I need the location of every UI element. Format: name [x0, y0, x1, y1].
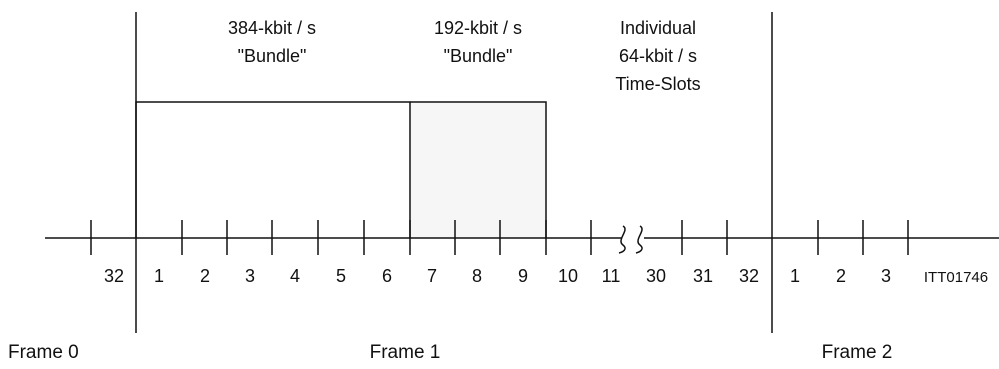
slot-number: 1	[154, 266, 164, 286]
axis-break-mark	[635, 225, 643, 254]
frame-2-label: Frame 2	[822, 342, 893, 363]
slot-number: 1	[790, 266, 800, 286]
slot-number: 7	[427, 266, 437, 286]
slot-number: 32	[739, 266, 759, 286]
frame-1-label: Frame 1	[370, 342, 441, 363]
bundle-384-rate-label: 384-kbit / s	[228, 18, 316, 38]
slot-number: 3	[881, 266, 891, 286]
individual-slots-label-line2: 64-kbit / s	[619, 46, 697, 66]
slot-number: 11	[602, 266, 621, 286]
bundle-192-box	[410, 101, 547, 238]
slot-number: 4	[290, 266, 300, 286]
slot-number: 3	[245, 266, 255, 286]
individual-slots-label-line1: Individual	[620, 18, 696, 38]
figure-code: ITT01746	[924, 269, 988, 286]
slot-number: 2	[836, 266, 846, 286]
slot-number: 6	[382, 266, 392, 286]
slot-number: 32	[104, 266, 124, 286]
slot-number: 2	[200, 266, 210, 286]
slot-number: 10	[558, 266, 578, 286]
slot-number: 5	[336, 266, 346, 286]
tick-marks	[90, 220, 909, 255]
bundle-384-box	[135, 101, 411, 238]
bundle-192-shading	[411, 103, 545, 238]
slot-number: 31	[693, 266, 713, 286]
slot-number: 9	[518, 266, 528, 286]
individual-slots-label-line3: Time-Slots	[615, 74, 700, 94]
bundle-192-rate-label: 192-kbit / s	[434, 18, 522, 38]
frame-0-label: Frame 0	[8, 342, 79, 363]
slot-number: 30	[646, 266, 666, 286]
slot-numbers: 32 1 2 3 4 5 6 7 8 9 10 11 30 31 32 1 2 …	[104, 266, 891, 286]
bundle-192-name-label: "Bundle"	[444, 46, 513, 66]
axis-break-mark	[618, 225, 626, 254]
bundle-384-name-label: "Bundle"	[238, 46, 307, 66]
slot-number: 8	[472, 266, 482, 286]
